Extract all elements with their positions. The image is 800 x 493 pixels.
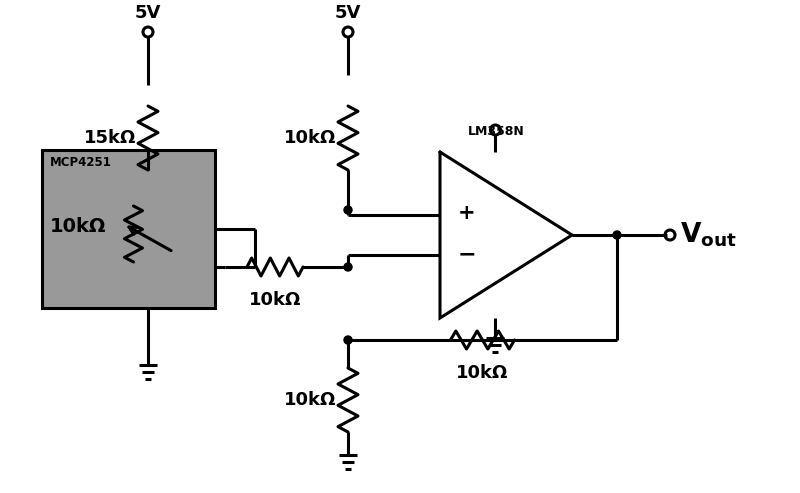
Text: −: − xyxy=(458,245,477,265)
Bar xyxy=(42,150,215,308)
Text: 10kΩ: 10kΩ xyxy=(50,217,106,237)
Text: MCP4251: MCP4251 xyxy=(50,156,112,169)
Text: LM358N: LM358N xyxy=(468,125,525,138)
Text: 10kΩ: 10kΩ xyxy=(284,129,336,147)
Text: 5V: 5V xyxy=(335,4,361,22)
Text: 10kΩ: 10kΩ xyxy=(249,291,301,309)
Circle shape xyxy=(344,206,352,214)
Text: +: + xyxy=(458,203,476,223)
Text: 10kΩ: 10kΩ xyxy=(456,364,509,382)
Text: 10kΩ: 10kΩ xyxy=(284,391,336,409)
Text: 15kΩ: 15kΩ xyxy=(84,129,136,147)
Circle shape xyxy=(344,336,352,344)
Text: $\mathbf{V_{out}}$: $\mathbf{V_{out}}$ xyxy=(680,221,737,249)
Text: 5V: 5V xyxy=(135,4,161,22)
Circle shape xyxy=(613,231,621,239)
Circle shape xyxy=(344,263,352,271)
